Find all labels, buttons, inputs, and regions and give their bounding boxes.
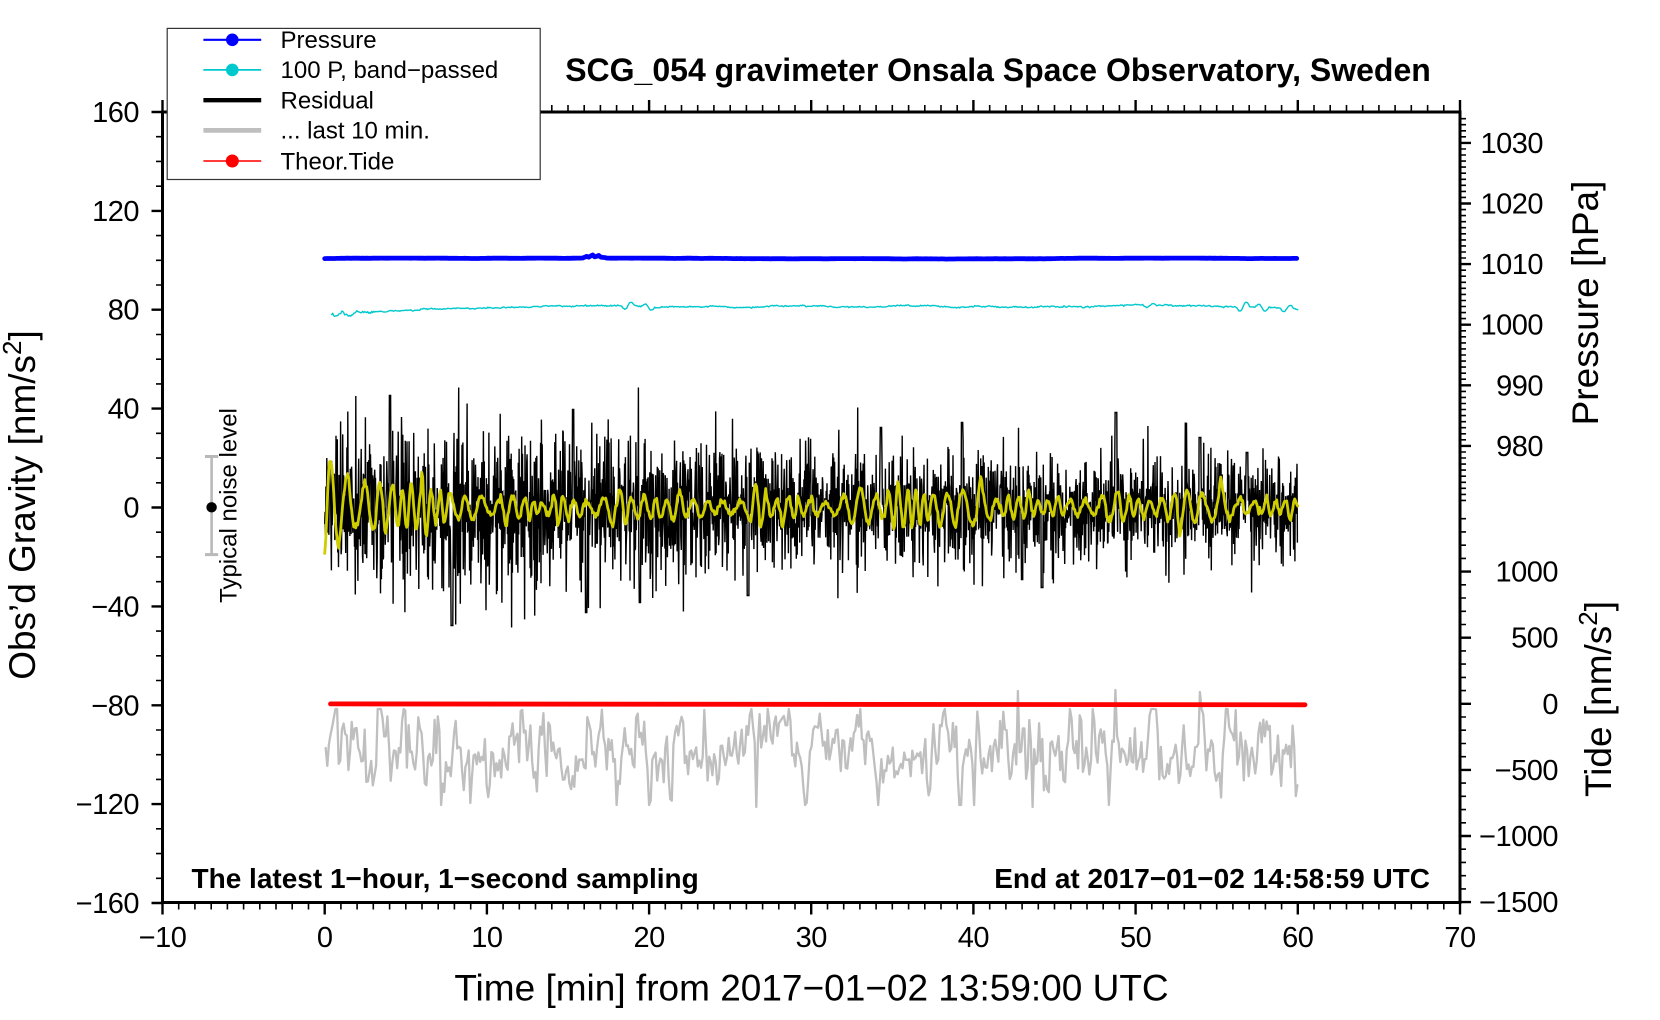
svg-text:70: 70	[1444, 922, 1475, 954]
svg-text:−500: −500	[1495, 755, 1558, 787]
svg-text:Theor.Tide: Theor.Tide	[281, 148, 395, 175]
svg-text:1030: 1030	[1480, 128, 1543, 160]
svg-text:−40: −40	[91, 591, 139, 623]
svg-text:40: 40	[958, 922, 989, 954]
svg-text:160: 160	[92, 97, 139, 129]
svg-text:1010: 1010	[1480, 249, 1543, 281]
svg-text:−120: −120	[76, 789, 139, 821]
svg-text:Tide [nm/s2]: Tide [nm/s2]	[1573, 601, 1619, 797]
svg-text:1020: 1020	[1480, 189, 1543, 221]
svg-text:500: 500	[1511, 623, 1558, 655]
svg-text:40: 40	[108, 394, 139, 426]
svg-text:−10: −10	[139, 922, 187, 954]
svg-text:100 P, band−passed: 100 P, band−passed	[281, 57, 499, 84]
svg-text:Obs’d Gravity [nm/s2]: Obs’d Gravity [nm/s2]	[0, 330, 43, 680]
svg-text:... last 10 min.: ... last 10 min.	[281, 118, 430, 145]
svg-text:60: 60	[1282, 922, 1313, 954]
svg-text:10: 10	[471, 922, 502, 954]
svg-text:50: 50	[1120, 922, 1151, 954]
svg-text:Pressure: Pressure	[281, 27, 377, 54]
svg-text:20: 20	[633, 922, 664, 954]
svg-text:990: 990	[1496, 370, 1543, 402]
svg-text:SCG_054 gravimeter Onsala Spac: SCG_054 gravimeter Onsala Space Observat…	[565, 52, 1431, 88]
svg-text:Residual: Residual	[281, 88, 374, 115]
svg-text:0: 0	[317, 922, 333, 954]
svg-text:1000: 1000	[1480, 310, 1543, 342]
svg-text:−1000: −1000	[1479, 821, 1558, 853]
svg-text:Pressure [hPa]: Pressure [hPa]	[1565, 181, 1606, 426]
svg-text:End at 2017−01−02 14:58:59 UTC: End at 2017−01−02 14:58:59 UTC	[994, 863, 1430, 894]
svg-text:980: 980	[1496, 431, 1543, 463]
svg-text:0: 0	[123, 493, 139, 525]
svg-text:Time [min] from 2017−01−02 13:: Time [min] from 2017−01−02 13:59:00 UTC	[454, 968, 1168, 1009]
svg-text:The latest 1−hour, 1−second sa: The latest 1−hour, 1−second sampling	[192, 863, 699, 894]
svg-text:0: 0	[1542, 689, 1558, 721]
svg-text:1000: 1000	[1495, 557, 1558, 589]
svg-text:−1500: −1500	[1479, 887, 1558, 919]
svg-text:120: 120	[92, 196, 139, 228]
svg-text:30: 30	[796, 922, 827, 954]
svg-text:−80: −80	[91, 690, 139, 722]
svg-text:Typical noise level: Typical noise level	[216, 408, 243, 603]
svg-text:−160: −160	[76, 888, 139, 920]
svg-text:80: 80	[108, 295, 139, 327]
